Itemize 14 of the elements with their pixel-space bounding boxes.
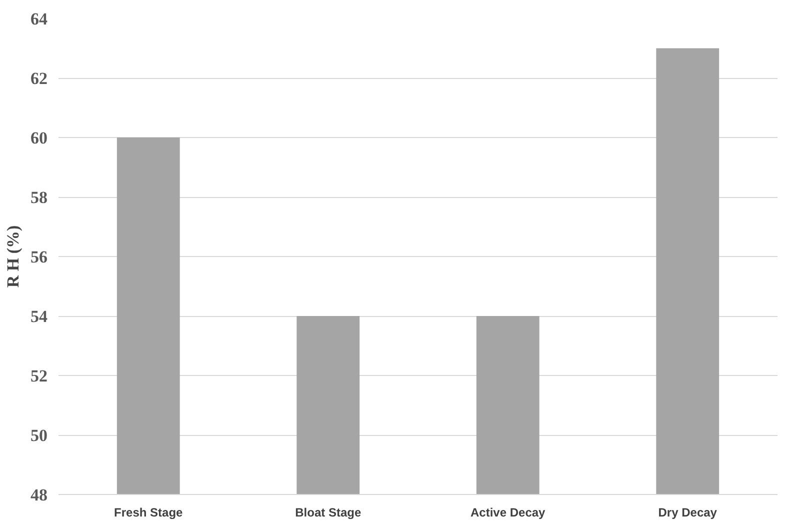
y-tick-label: 62 bbox=[30, 69, 48, 88]
y-tick-label: 64 bbox=[30, 10, 48, 28]
y-tick-label: 48 bbox=[30, 486, 48, 504]
y-tick-label: 58 bbox=[30, 188, 48, 207]
x-tick-label: Bloat Stage bbox=[295, 506, 362, 520]
y-tick-label: 54 bbox=[30, 307, 48, 326]
y-axis-title: R H (%) bbox=[4, 225, 22, 288]
y-tick-label: 50 bbox=[30, 426, 48, 445]
y-tick-label: 52 bbox=[30, 366, 48, 386]
x-tick-label: Fresh Stage bbox=[114, 506, 184, 520]
x-tick-label: Dry Decay bbox=[658, 506, 718, 520]
x-tick-label: Active Decay bbox=[470, 506, 546, 520]
y-tick-label: 60 bbox=[30, 128, 48, 148]
y-tick-label: 56 bbox=[30, 248, 48, 266]
